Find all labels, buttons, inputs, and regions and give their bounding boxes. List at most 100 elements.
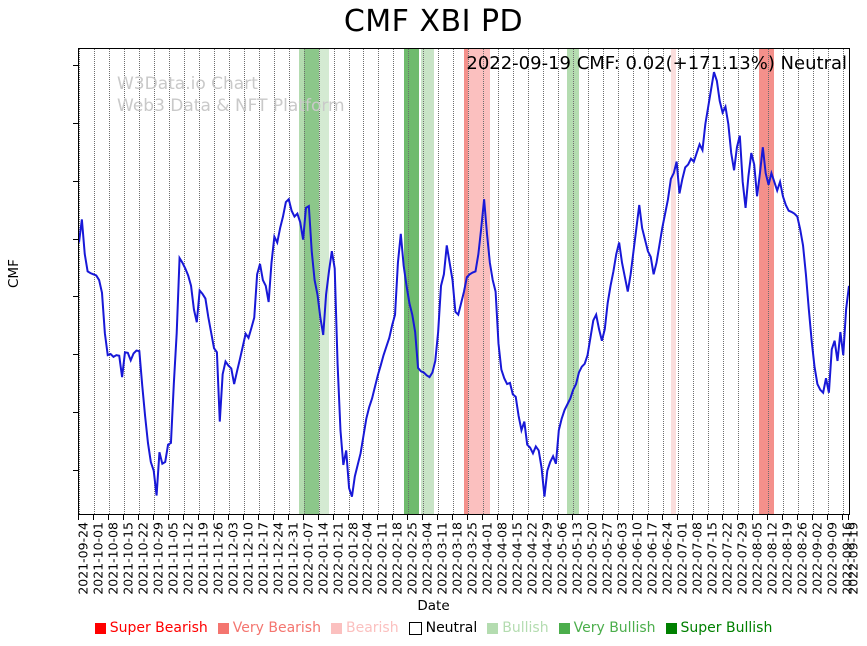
x-tick-mark xyxy=(602,515,604,520)
legend-swatch xyxy=(665,622,677,634)
state-band xyxy=(303,49,319,514)
current-value-annotation: 2022-09-19 CMF: 0.02(+171.13%) Neutral xyxy=(466,53,847,74)
y-tick-mark xyxy=(73,469,78,471)
x-tick-mark xyxy=(751,515,753,520)
x-tick-label: 2022-07-15 xyxy=(704,522,720,595)
state-band xyxy=(468,49,490,514)
legend-item[interactable]: Bearish xyxy=(330,620,399,636)
grid-line xyxy=(528,49,530,514)
x-tick-mark xyxy=(422,515,424,520)
grid-line xyxy=(513,49,515,514)
grid-line xyxy=(498,49,500,514)
x-tick-label: 2022-05-13 xyxy=(569,522,585,595)
grid-line xyxy=(782,49,784,514)
y-tick-mark xyxy=(73,238,78,240)
state-legend: Super Bearish Very Bearish Bearish Neutral B… xyxy=(0,620,867,636)
x-tick-label: 2022-01-07 xyxy=(300,522,316,595)
grid-line xyxy=(692,49,694,514)
grid-line xyxy=(348,49,350,514)
legend-item[interactable]: Bullish xyxy=(487,620,549,636)
x-tick-mark xyxy=(572,515,574,520)
x-tick-label: 2022-03-04 xyxy=(419,522,435,595)
y-tick-mark xyxy=(73,296,78,298)
x-tick-label: 2021-11-26 xyxy=(210,522,226,595)
grid-line xyxy=(827,49,829,514)
x-tick-mark xyxy=(122,515,124,520)
state-band xyxy=(421,49,435,514)
y-tick-mark xyxy=(73,65,78,67)
x-tick-mark xyxy=(78,515,79,520)
x-tick-mark xyxy=(347,515,349,520)
x-tick-mark xyxy=(212,515,214,520)
x-tick-mark xyxy=(227,515,229,520)
legend-label: Super Bullish xyxy=(680,620,773,636)
x-tick-label: 2022-07-08 xyxy=(689,522,705,595)
grid-line xyxy=(483,49,485,514)
grid-line xyxy=(438,49,440,514)
x-tick-mark xyxy=(317,515,319,520)
x-tick-mark xyxy=(302,515,304,520)
x-tick-label: 2022-06-03 xyxy=(614,522,630,595)
x-tick-mark xyxy=(467,515,469,520)
x-tick-label: 2022-06-10 xyxy=(629,522,645,595)
x-tick-label: 2021-11-12 xyxy=(180,522,196,595)
x-tick-label: 2021-10-29 xyxy=(150,522,166,595)
x-tick-label: 2021-10-08 xyxy=(105,522,121,595)
x-tick-label: 2022-07-29 xyxy=(734,522,750,595)
grid-line xyxy=(662,49,664,514)
grid-line xyxy=(108,49,110,514)
grid-line xyxy=(558,49,560,514)
x-tick-label: 2021-12-10 xyxy=(240,522,256,595)
x-tick-label: 2022-04-01 xyxy=(479,522,495,595)
grid-line xyxy=(168,49,170,514)
y-axis-label: CMF xyxy=(6,259,22,288)
legend-item[interactable]: Super Bullish xyxy=(665,620,773,636)
grid-line xyxy=(378,49,380,514)
legend-item[interactable]: Very Bullish xyxy=(558,620,656,636)
legend-item[interactable]: Neutral xyxy=(408,620,477,636)
x-tick-mark xyxy=(92,515,94,520)
grid-line xyxy=(797,49,799,514)
grid-line xyxy=(707,49,709,514)
state-band xyxy=(318,49,330,514)
x-tick-label: 2022-04-22 xyxy=(524,522,540,595)
grid-line xyxy=(333,49,335,514)
x-tick-mark xyxy=(542,515,544,520)
grid-line xyxy=(79,49,80,514)
state-bands-layer xyxy=(79,49,849,514)
x-tick-label: 2022-07-22 xyxy=(719,522,735,595)
x-tick-mark xyxy=(452,515,454,520)
legend-label: Bullish xyxy=(502,620,549,636)
grid-line xyxy=(213,49,215,514)
x-tick-label: 2022-07-01 xyxy=(674,522,690,595)
grid-line xyxy=(258,49,260,514)
legend-label: Very Bearish xyxy=(232,620,321,636)
grid-line xyxy=(393,49,395,514)
state-band xyxy=(404,49,420,514)
x-tick-mark xyxy=(407,515,409,520)
x-tick-mark xyxy=(137,515,139,520)
cmf-line xyxy=(79,72,849,497)
plot-area: W3Data.io Chart Web3 Data & NFT Platform… xyxy=(78,48,850,515)
x-tick-label: 2021-12-24 xyxy=(270,522,286,595)
x-tick-label: 2022-06-24 xyxy=(659,522,675,595)
x-tick-label: 2021-11-19 xyxy=(195,522,211,595)
grid-line xyxy=(363,49,365,514)
grid-line xyxy=(632,49,634,514)
x-tick-mark xyxy=(482,515,484,520)
x-tick-mark xyxy=(781,515,783,520)
x-tick-mark xyxy=(848,515,849,520)
x-tick-mark xyxy=(197,515,199,520)
grid-line xyxy=(408,49,410,514)
x-tick-label: 2022-05-06 xyxy=(554,522,570,595)
legend-item[interactable]: Very Bearish xyxy=(217,620,321,636)
x-tick-label: 2021-10-01 xyxy=(90,522,106,595)
x-tick-label: 2021-09-24 xyxy=(75,522,91,595)
legend-swatch xyxy=(408,621,422,635)
legend-item[interactable]: Super Bearish xyxy=(94,620,208,636)
x-tick-label: 2022-02-18 xyxy=(389,522,405,595)
y-tick-mark xyxy=(73,354,78,356)
x-tick-mark xyxy=(557,515,559,520)
grid-line xyxy=(722,49,724,514)
x-tick-label: 2022-01-14 xyxy=(315,522,331,595)
